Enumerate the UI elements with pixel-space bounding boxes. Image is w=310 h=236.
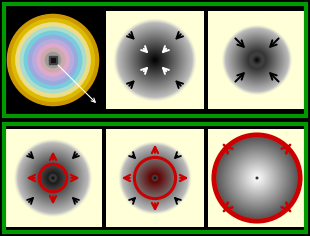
Circle shape <box>7 14 99 105</box>
Bar <box>51 58 55 62</box>
Circle shape <box>37 44 69 76</box>
Circle shape <box>33 40 73 80</box>
Circle shape <box>50 57 56 63</box>
Circle shape <box>45 52 61 68</box>
Circle shape <box>12 19 94 101</box>
Circle shape <box>29 35 78 84</box>
Circle shape <box>41 48 65 72</box>
Circle shape <box>20 27 86 93</box>
Circle shape <box>16 23 90 97</box>
Circle shape <box>24 31 82 89</box>
Bar <box>49 56 57 64</box>
